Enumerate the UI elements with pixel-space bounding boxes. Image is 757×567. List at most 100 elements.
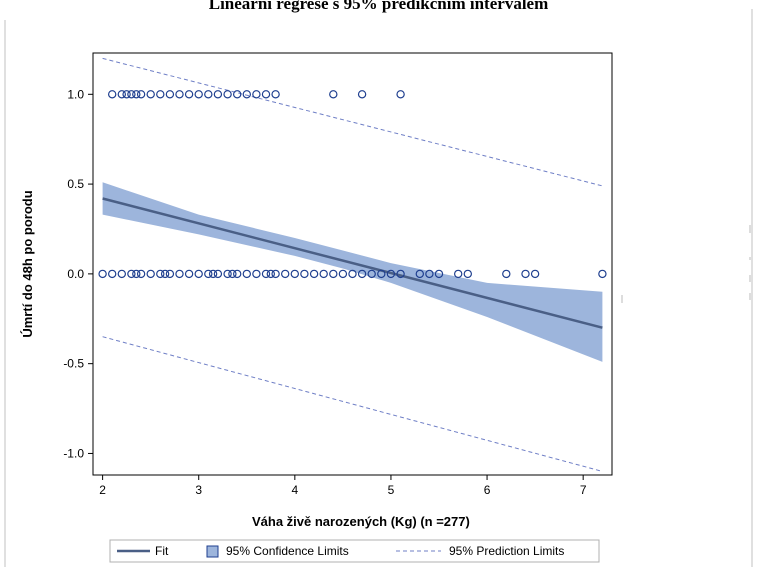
data-point <box>598 269 607 279</box>
chart-title: Lineární regrese s 95% predikčním interv… <box>208 0 549 13</box>
data-point <box>223 269 232 279</box>
data-point <box>261 269 271 279</box>
legend-confidence-label: 95% Confidence Limits <box>226 544 349 558</box>
data-point <box>425 269 434 279</box>
data-point <box>136 90 146 99</box>
data-point <box>290 269 299 279</box>
data-point <box>357 269 367 279</box>
prediction-limit-lower <box>102 336 603 472</box>
data-point <box>415 269 424 279</box>
data-point <box>271 269 280 279</box>
data-point <box>357 90 367 99</box>
data-point <box>502 269 511 279</box>
y-tick-label: 0.5 <box>67 177 84 191</box>
data-point <box>165 269 175 279</box>
data-point <box>117 269 127 279</box>
data-point <box>386 269 396 279</box>
data-point <box>160 269 170 279</box>
data-point <box>194 90 203 99</box>
data-point <box>338 269 348 279</box>
data-point <box>348 269 357 279</box>
data-point <box>132 269 141 279</box>
fit-line <box>102 197 603 329</box>
data-point <box>377 269 386 279</box>
data-point <box>136 269 146 279</box>
data-point <box>165 90 175 99</box>
data-point <box>309 269 319 279</box>
data-point <box>521 269 530 279</box>
data-point <box>146 90 155 99</box>
data-point <box>156 269 165 279</box>
y-axis-title: Úmrtí do 48h po porodu <box>20 190 35 337</box>
data-point <box>194 269 203 279</box>
y-axis-ticks: -1.0 -0.5 0.0 0.5 1.0 <box>63 87 93 460</box>
data-point <box>107 269 117 279</box>
data-point <box>184 269 194 279</box>
x-tick-label: 7 <box>580 483 587 497</box>
data-point <box>223 90 232 99</box>
data-point <box>271 90 280 99</box>
data-point <box>127 90 136 99</box>
data-point <box>228 269 237 279</box>
data-point <box>213 90 223 99</box>
data-point <box>329 90 338 99</box>
data-point <box>261 90 271 99</box>
data-point <box>396 90 405 99</box>
x-axis-title: Váha živě narozených (Kg) (n =277) <box>252 514 470 529</box>
data-point <box>132 90 141 99</box>
x-tick-label: 3 <box>195 483 202 497</box>
data-point <box>175 90 184 99</box>
plot-frame <box>92 52 613 476</box>
data-point <box>208 269 218 279</box>
data-point <box>463 269 472 279</box>
data-point <box>266 269 275 279</box>
legend-prediction-label: 95% Prediction Limits <box>449 544 564 558</box>
data-point <box>107 90 117 99</box>
data-point <box>156 90 165 99</box>
prediction-limits-layer <box>102 57 603 472</box>
data-point <box>329 269 338 279</box>
data-point <box>127 269 136 279</box>
data-point <box>281 269 290 279</box>
legend: Fit 95% Confidence Limits 95% Prediction… <box>109 539 600 563</box>
data-point <box>367 269 376 279</box>
x-tick-label: 5 <box>388 483 395 497</box>
confidence-band-layer <box>102 182 603 362</box>
y-tick-label: -0.5 <box>63 357 84 371</box>
data-point <box>204 90 213 99</box>
data-point <box>122 90 131 99</box>
data-point <box>184 90 194 99</box>
data-point <box>530 269 540 279</box>
data-point <box>175 269 184 279</box>
data-point <box>213 269 223 279</box>
legend-fit-label: Fit <box>155 544 169 558</box>
legend-frame <box>109 539 600 563</box>
data-point <box>252 90 261 99</box>
data-point <box>300 269 309 279</box>
data-point <box>204 269 213 279</box>
confidence-band <box>102 182 603 362</box>
y-tick-label: 1.0 <box>67 87 84 101</box>
data-point <box>434 269 444 279</box>
data-point <box>454 269 463 279</box>
data-point <box>146 269 155 279</box>
data-point <box>319 269 328 279</box>
x-tick-label: 6 <box>484 483 491 497</box>
y-tick-label: -1.0 <box>63 446 84 460</box>
points-layer <box>98 90 607 279</box>
data-point <box>396 269 405 279</box>
data-point <box>242 90 251 99</box>
x-tick-label: 2 <box>99 483 106 497</box>
x-axis-ticks: 2 3 4 5 6 7 <box>99 475 587 497</box>
y-tick-label: 0.0 <box>67 267 84 281</box>
fit-line-layer <box>102 197 603 329</box>
x-tick-label: 4 <box>291 483 298 497</box>
data-point <box>232 90 242 99</box>
prediction-limit-upper <box>102 57 603 187</box>
data-point <box>232 269 242 279</box>
legend-confidence-swatch <box>206 545 219 558</box>
data-point <box>117 90 127 99</box>
data-point <box>252 269 261 279</box>
data-point <box>242 269 251 279</box>
